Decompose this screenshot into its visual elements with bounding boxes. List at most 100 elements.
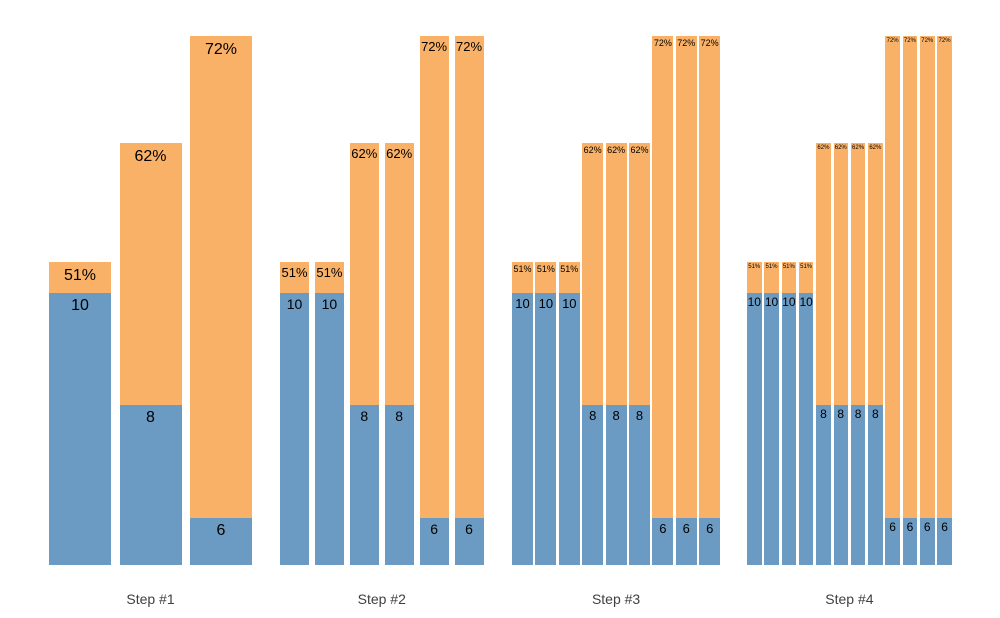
stacked-bar-step4-value6-copy2: 72% 6 <box>902 36 918 565</box>
percent-segment: 72% <box>190 36 252 518</box>
count-segment: 6 <box>675 518 697 565</box>
percent-label: 72% <box>653 38 672 48</box>
count-label: 10 <box>799 295 813 309</box>
count-segment: 10 <box>49 293 111 565</box>
percent-label: 72% <box>886 38 899 44</box>
percent-segment: 62% <box>605 143 627 405</box>
percent-label: 62% <box>386 146 413 161</box>
percent-label: 62% <box>607 145 626 155</box>
count-label: 10 <box>321 296 338 312</box>
count-label: 10 <box>515 296 530 311</box>
percent-label: 51% <box>513 264 532 274</box>
percent-segment: 62% <box>349 143 379 405</box>
count-label: 6 <box>216 522 226 539</box>
count-segment: 8 <box>349 405 379 565</box>
count-segment: 10 <box>747 293 762 565</box>
count-label: 8 <box>872 407 879 421</box>
count-segment: 6 <box>419 518 449 565</box>
percent-label: 62% <box>852 145 865 151</box>
stacked-bar-step2-value6-copy1: 72% 6 <box>419 36 449 565</box>
count-label: 8 <box>589 408 597 423</box>
stacked-bar-step3-value6-copy1: 72% 6 <box>652 36 674 565</box>
count-label: 6 <box>923 520 931 534</box>
stacked-bar-step3-value8-copy2: 62% 8 <box>605 143 627 565</box>
count-label: 10 <box>538 296 554 311</box>
stacked-bar-step4-value8-copy4: 62% 8 <box>868 143 883 565</box>
stacked-bar-step3-value8-copy3: 62% 8 <box>629 143 650 565</box>
percent-segment: 51% <box>535 262 557 293</box>
percent-label: 72% <box>700 38 719 48</box>
x-axis-label-step2: Step #2 <box>357 591 406 607</box>
count-label: 8 <box>395 408 404 424</box>
percent-label: 62% <box>834 145 847 151</box>
count-label: 6 <box>889 520 896 534</box>
count-label: 6 <box>906 520 914 534</box>
percent-label: 72% <box>455 39 483 54</box>
count-label: 8 <box>360 408 369 424</box>
count-label: 10 <box>562 296 577 311</box>
percent-label: 51% <box>748 264 761 270</box>
stacked-bar-step2-value8-copy1: 62% 8 <box>349 143 379 565</box>
stacked-bar-step3-value10-copy2: 51% 10 <box>535 262 557 565</box>
percent-segment: 62% <box>582 143 604 405</box>
count-segment: 6 <box>190 518 252 565</box>
count-label: 8 <box>146 409 155 426</box>
stacked-bar-step3-value6-copy2: 72% 6 <box>675 36 697 565</box>
percent-segment: 72% <box>937 36 952 518</box>
count-segment: 6 <box>885 518 900 565</box>
percent-label: 51% <box>536 264 555 274</box>
count-segment: 10 <box>314 293 344 565</box>
stacked-bar-step4-value8-copy3: 62% 8 <box>850 143 866 565</box>
stacked-bar-step2-value10-copy1: 51% 10 <box>280 262 309 565</box>
percent-segment: 62% <box>850 143 866 405</box>
count-segment: 8 <box>868 405 883 565</box>
count-label: 6 <box>682 521 690 536</box>
stacked-bar-step1-value8-copy1: 62% 8 <box>119 143 182 565</box>
percent-label: 62% <box>134 148 167 165</box>
x-axis-label-step4: Step #4 <box>825 591 874 607</box>
count-label: 10 <box>747 295 761 309</box>
stacked-bar-step4-value10-copy1: 51% 10 <box>747 262 762 565</box>
percent-segment: 51% <box>49 262 111 293</box>
percent-segment: 62% <box>384 143 414 405</box>
percent-label: 51% <box>765 264 778 270</box>
stacked-bar-step4-value8-copy1: 62% 8 <box>816 143 831 565</box>
percent-segment: 62% <box>119 143 182 405</box>
percent-segment: 62% <box>868 143 883 405</box>
percent-segment: 62% <box>816 143 831 405</box>
count-segment: 6 <box>937 518 952 565</box>
percent-segment: 51% <box>512 262 533 293</box>
stacked-bar-step4-value10-copy2: 51% 10 <box>764 262 779 565</box>
stacked-bar-step3-value10-copy3: 51% 10 <box>558 262 580 565</box>
count-label: 8 <box>820 407 827 421</box>
percent-segment: 72% <box>454 36 484 518</box>
count-segment: 10 <box>535 293 557 565</box>
percent-label: 72% <box>421 39 448 54</box>
stacked-bar-step2-value8-copy2: 62% 8 <box>384 143 414 565</box>
percent-segment: 72% <box>920 36 935 518</box>
count-label: 6 <box>430 521 438 537</box>
count-segment: 10 <box>558 293 580 565</box>
count-segment: 10 <box>512 293 533 565</box>
percent-label: 72% <box>938 38 951 44</box>
count-label: 8 <box>612 408 620 423</box>
count-label: 6 <box>706 521 714 536</box>
stacked-bar-step3-value6-copy3: 72% 6 <box>699 36 721 565</box>
count-label: 10 <box>286 296 303 312</box>
count-label: 8 <box>635 408 644 423</box>
count-label: 6 <box>659 521 667 536</box>
percent-segment: 72% <box>699 36 721 518</box>
percent-label: 72% <box>677 38 696 48</box>
count-segment: 10 <box>781 293 797 565</box>
stacked-bar-step3-value10-copy1: 51% 10 <box>512 262 533 565</box>
count-label: 8 <box>854 407 862 421</box>
count-label: 10 <box>71 297 89 314</box>
percent-segment: 51% <box>764 262 779 293</box>
percent-segment: 51% <box>314 262 344 293</box>
percent-label: 62% <box>630 145 649 155</box>
percent-label: 51% <box>316 265 343 280</box>
stacked-bar-step4-value6-copy4: 72% 6 <box>937 36 952 565</box>
count-segment: 8 <box>384 405 414 565</box>
count-segment: 6 <box>920 518 935 565</box>
